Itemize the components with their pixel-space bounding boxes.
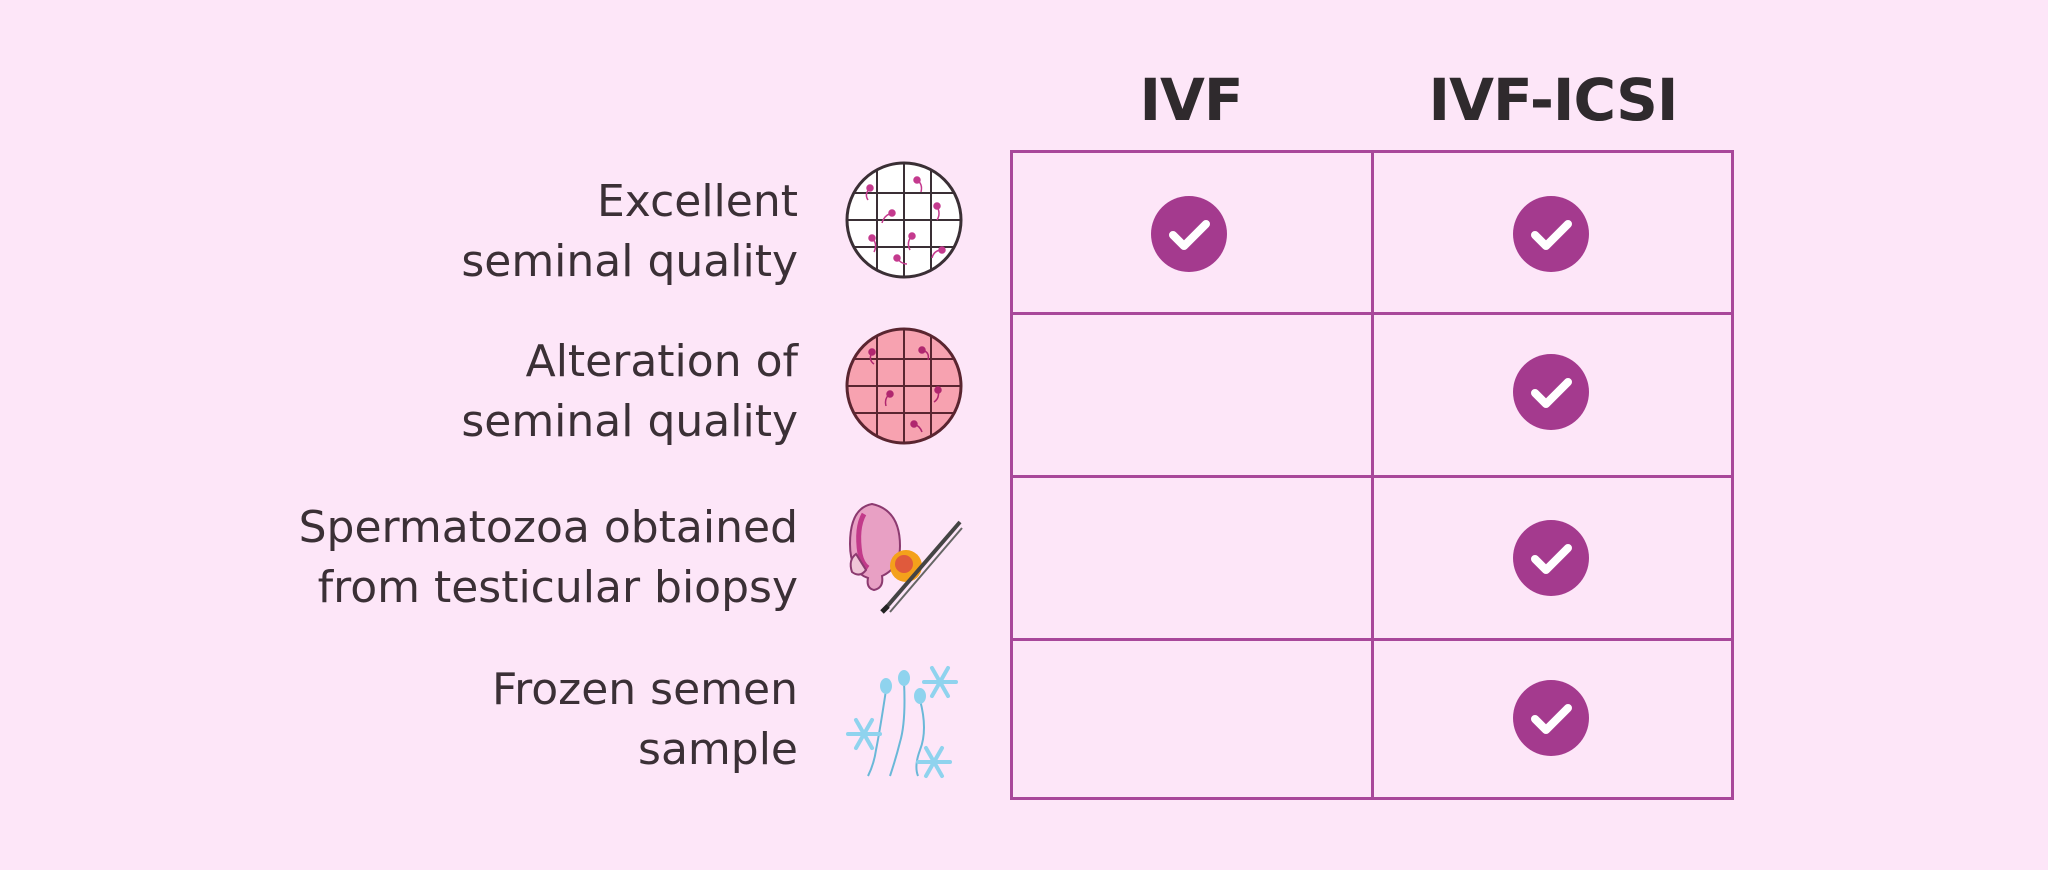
frozen-sperm-icon [846, 666, 958, 778]
altered-sperm-sample-icon [845, 327, 963, 445]
testicular-biopsy-icon [848, 502, 963, 614]
grid-row-divider [1010, 475, 1734, 478]
row-label-line1: Spermatozoa obtained [298, 502, 798, 553]
row-label-line2: sample [638, 724, 798, 775]
column-header-ivf-icsi: IVF-ICSI [1428, 66, 1679, 134]
row-label-line1: Frozen semen [491, 664, 798, 715]
grid-row-divider [1010, 638, 1734, 641]
row-label-line2: from testicular biopsy [317, 562, 798, 613]
row-label-frozen-sample: Frozen semen sample [238, 660, 798, 780]
row-label-line1: Excellent [597, 176, 798, 227]
row-label-testicular-biopsy: Spermatozoa obtained from testicular bio… [238, 498, 798, 618]
row-label-line2: seminal quality [461, 396, 798, 447]
check-icon [1151, 196, 1227, 272]
check-icon [1513, 354, 1589, 430]
column-header-ivf: IVF [1139, 66, 1243, 134]
check-icon [1513, 520, 1589, 596]
check-icon [1513, 680, 1589, 756]
grid-row-divider [1010, 312, 1734, 315]
row-label-altered-quality: Alteration of seminal quality [238, 332, 798, 452]
row-label-line1: Alteration of [525, 336, 798, 387]
row-label-excellent-quality: Excellent seminal quality [238, 172, 798, 292]
row-label-line2: seminal quality [461, 236, 798, 287]
normal-sperm-sample-icon [845, 161, 963, 279]
check-icon [1513, 196, 1589, 272]
